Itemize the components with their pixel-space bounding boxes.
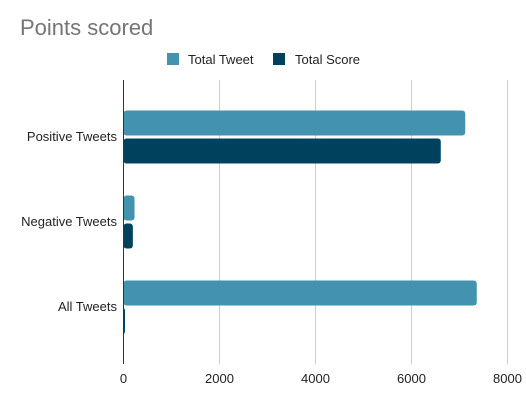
x-tick-label: 0 — [120, 371, 127, 386]
x-tick-label: 8000 — [493, 371, 522, 386]
legend-swatch-total-tweet — [167, 53, 179, 65]
bars — [123, 110, 477, 334]
category-label: Positive Tweets — [27, 129, 118, 144]
legend-label-total-tweet: Total Tweet — [188, 52, 254, 67]
category-label: Negative Tweets — [21, 214, 117, 229]
x-tick-label: 4000 — [301, 371, 330, 386]
legend: Total Tweet Total Score — [167, 52, 360, 67]
chart-title: Points scored — [20, 15, 153, 40]
legend-label-total-score: Total Score — [295, 52, 360, 67]
bar-negative-tweets-total-tweet — [123, 195, 135, 221]
bar-positive-tweets-total-tweet — [123, 110, 466, 136]
x-tick-labels: 0 2000 4000 6000 8000 — [120, 371, 522, 386]
bar-negative-tweets-total-score — [123, 223, 133, 249]
x-tick-label: 6000 — [397, 371, 426, 386]
legend-swatch-total-score — [273, 53, 285, 65]
x-tick-label: 2000 — [205, 371, 234, 386]
bar-positive-tweets-total-score — [123, 138, 441, 164]
category-labels: Positive Tweets Negative Tweets All Tweets — [21, 129, 117, 314]
bar-all-tweets-total-tweet — [123, 280, 477, 306]
category-label: All Tweets — [58, 299, 118, 314]
